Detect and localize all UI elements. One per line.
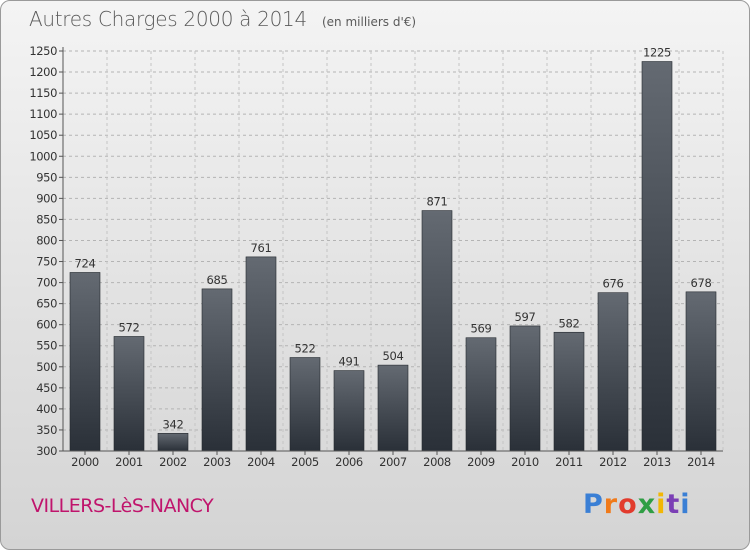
- chart-title: Autres Charges 2000 à 2014: [29, 7, 307, 31]
- axes: 300 350 400 450 500 550 600 650 700 750 800 850 900 9…: [29, 44, 723, 469]
- x-tick-label: 2006: [335, 455, 363, 469]
- brand-letter: i: [656, 489, 667, 520]
- x-tick-label: 2012: [599, 455, 627, 469]
- bar: [685, 291, 717, 452]
- brand-letter: r: [603, 489, 619, 520]
- y-tick-label: 1150: [29, 86, 57, 100]
- x-tick-label: 2014: [687, 455, 715, 469]
- x-tick-label: 2003: [203, 455, 231, 469]
- bar-value-label: 676: [602, 277, 623, 291]
- x-tick-label: 2013: [643, 455, 671, 469]
- bar: [597, 292, 629, 452]
- brand-letter: t: [666, 489, 681, 520]
- place-name: VILLERS-LèS-NANCY: [31, 495, 214, 517]
- y-tick-label: 850: [36, 212, 57, 226]
- bar-value-label: 572: [118, 320, 139, 334]
- y-tick-label: 450: [36, 381, 57, 395]
- bar-value-label: 724: [74, 256, 95, 270]
- brand-letter: P: [583, 489, 604, 520]
- bar: [245, 256, 277, 452]
- bar-value-label: 342: [162, 417, 183, 431]
- chart-subtitle: (en milliers d'€): [321, 15, 417, 29]
- bar-value-label: 761: [250, 241, 271, 255]
- y-tick-label: 700: [36, 276, 57, 290]
- bar-value-label: 504: [382, 349, 403, 363]
- bar: [377, 364, 409, 452]
- y-tick-label: 600: [36, 318, 57, 332]
- bar: [641, 61, 673, 452]
- x-tick-label: 2007: [379, 455, 407, 469]
- y-tick-label: 350: [36, 423, 57, 437]
- y-tick-label: 1100: [29, 107, 57, 121]
- x-tick-label: 2000: [71, 455, 99, 469]
- x-tick-label: 2002: [159, 455, 187, 469]
- y-tick-label: 1050: [29, 128, 57, 142]
- bar: [553, 331, 585, 452]
- bar: [421, 210, 453, 452]
- bar-value-label: 871: [426, 195, 447, 209]
- y-tick-label: 500: [36, 360, 57, 374]
- y-tick-label: 1000: [29, 149, 57, 163]
- bar: [465, 337, 497, 452]
- brand-logo: Proxiti: [583, 489, 691, 520]
- chart-header: Autres Charges 2000 à 2014 (en milliers …: [29, 7, 416, 31]
- bar: [157, 433, 189, 452]
- brand-letter: o: [618, 489, 638, 520]
- x-tick-label: 2001: [115, 455, 143, 469]
- x-tick-label: 2004: [247, 455, 275, 469]
- x-tick-label: 2010: [511, 455, 539, 469]
- bar-value-label: 491: [338, 355, 359, 369]
- bar-value-label: 582: [558, 316, 579, 330]
- y-tick-label: 900: [36, 191, 57, 205]
- y-tick-label: 650: [36, 297, 57, 311]
- x-tick-label: 2008: [423, 455, 451, 469]
- y-tick-label: 800: [36, 233, 57, 247]
- bar-value-label: 685: [206, 273, 227, 287]
- bars: 724 572 342 685 761 522 491 504 871 569 597 582 676 1…: [69, 46, 717, 452]
- y-tick-label: 300: [36, 444, 57, 458]
- y-tick-label: 950: [36, 170, 57, 184]
- y-tick-label: 1200: [29, 65, 57, 79]
- x-tick-label: 2009: [467, 455, 495, 469]
- bar: [333, 370, 365, 452]
- y-tick-label: 400: [36, 402, 57, 416]
- bar-value-label: 569: [470, 322, 491, 336]
- bar: [289, 357, 321, 452]
- bar-value-label: 597: [514, 310, 535, 324]
- bar: [509, 325, 541, 452]
- bar: [69, 272, 101, 452]
- bar-value-label: 678: [690, 276, 711, 290]
- bar-value-label: 1225: [643, 46, 671, 60]
- brand-letter: x: [637, 489, 657, 520]
- y-tick-label: 550: [36, 339, 57, 353]
- y-tick-label: 750: [36, 255, 57, 269]
- y-tick-label: 1250: [29, 44, 57, 58]
- bar: [201, 288, 233, 452]
- brand-letter: i: [680, 489, 691, 520]
- bar: [113, 336, 145, 452]
- x-tick-label: 2005: [291, 455, 319, 469]
- bar-value-label: 522: [294, 342, 315, 356]
- x-tick-label: 2011: [555, 455, 583, 469]
